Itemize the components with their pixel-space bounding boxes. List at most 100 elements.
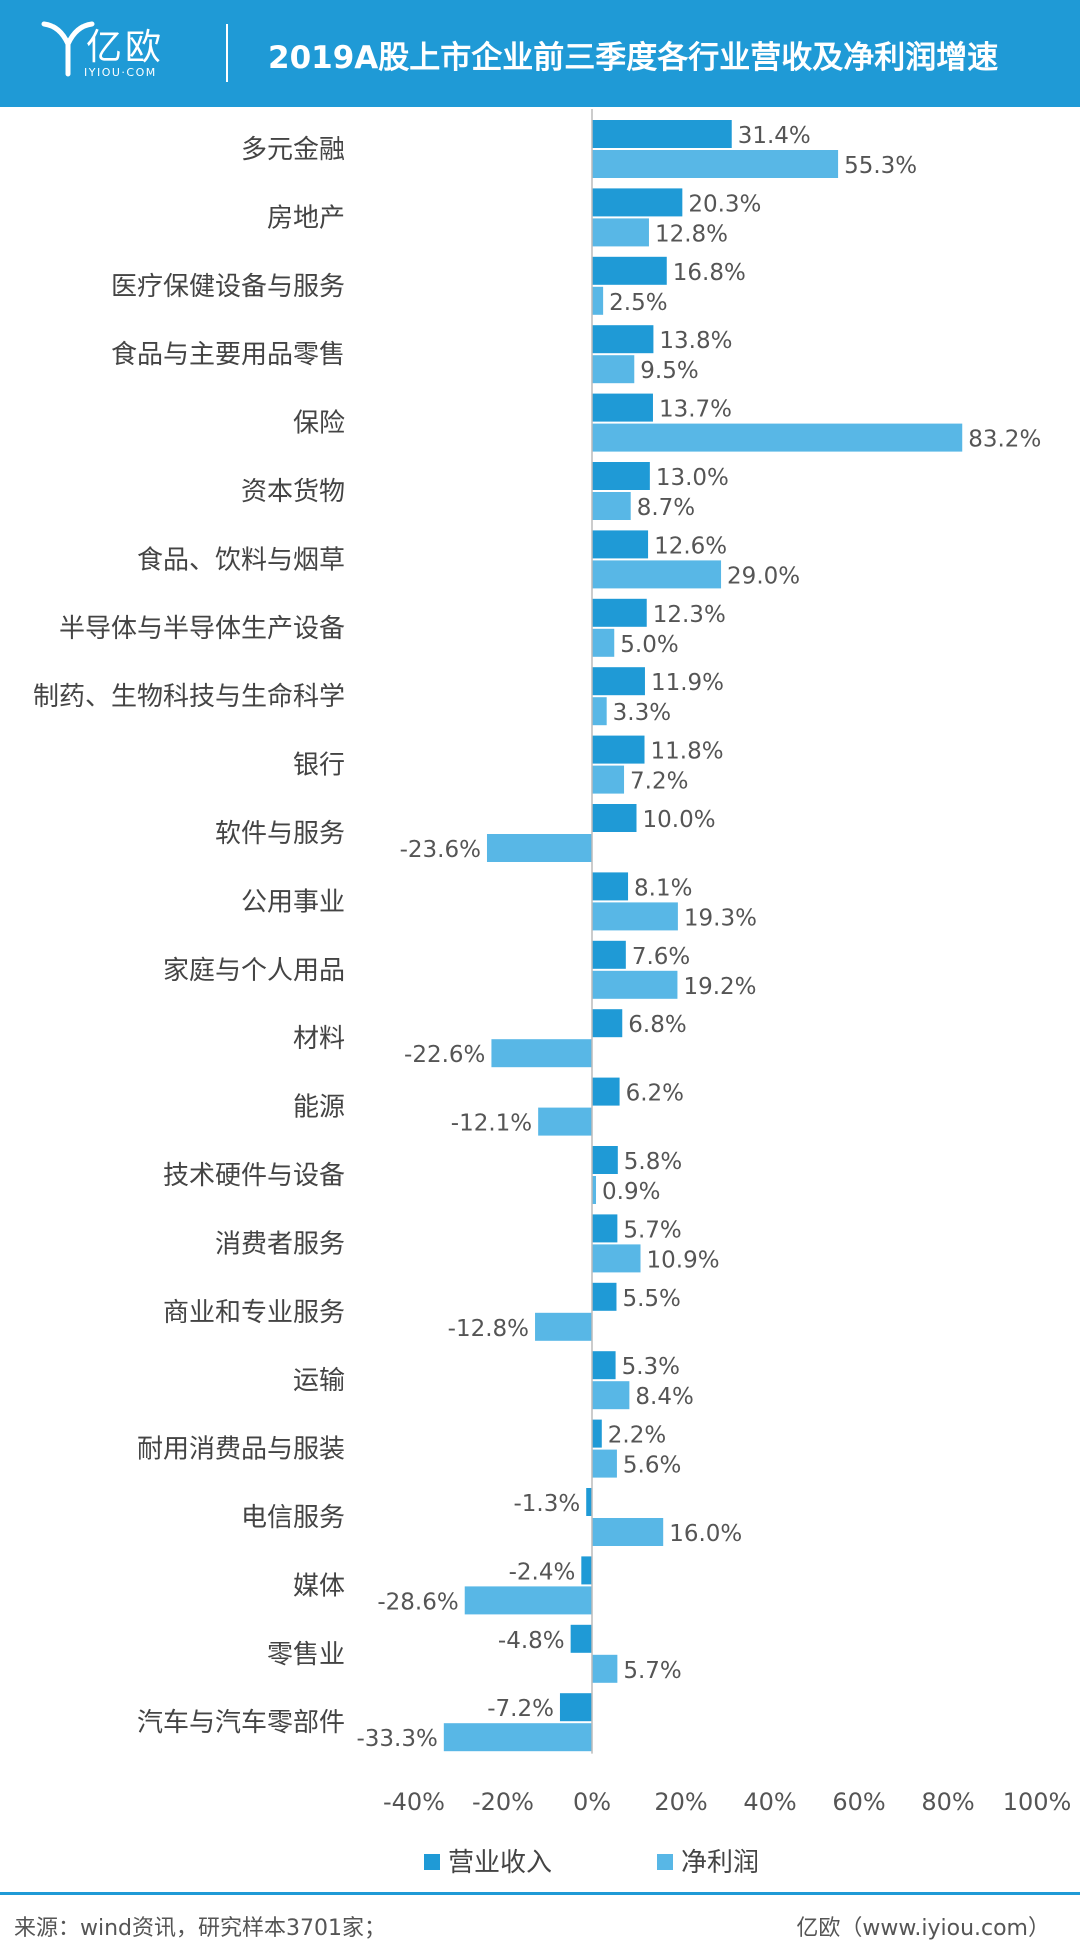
category-label: 家庭与个人用品 xyxy=(163,956,345,986)
x-tick-label: 40% xyxy=(743,1788,796,1816)
profit-bar xyxy=(592,492,631,520)
category-label: 材料 xyxy=(293,1024,345,1054)
profit-bar xyxy=(592,1381,630,1410)
value-label: 2.2% xyxy=(608,1423,666,1449)
profit-bar xyxy=(535,1312,592,1341)
value-label: 20.3% xyxy=(688,191,761,217)
revenue-bar xyxy=(592,804,637,832)
value-label: 2.5% xyxy=(609,290,667,316)
category-label: 食品与主要用品零售 xyxy=(111,340,345,370)
revenue-bar xyxy=(592,1419,602,1448)
profit-bar xyxy=(464,1586,592,1615)
revenue-bar xyxy=(592,667,645,696)
category-label: 技术硬件与设备 xyxy=(163,1161,345,1191)
profit-bar xyxy=(491,1039,592,1068)
category-label: 消费者服务 xyxy=(215,1229,345,1259)
value-label: -23.6% xyxy=(400,837,481,863)
value-label: 31.4% xyxy=(738,123,811,149)
category-label: 媒体 xyxy=(293,1571,345,1601)
revenue-bar xyxy=(592,188,683,217)
revenue-bar xyxy=(586,1488,592,1516)
profit-bar xyxy=(592,560,722,589)
revenue-bar xyxy=(592,1214,618,1243)
value-label: 19.3% xyxy=(684,905,757,931)
category-label: 半导体与半导体生产设备 xyxy=(59,614,345,644)
value-label: 5.6% xyxy=(623,1453,681,1479)
logo-subtext: IYIOU·COM xyxy=(84,66,157,79)
value-label: 8.1% xyxy=(634,875,692,901)
value-label: 12.3% xyxy=(653,602,726,628)
value-label: -22.6% xyxy=(404,1042,485,1068)
profit-bar xyxy=(592,1654,618,1683)
revenue-bar xyxy=(592,256,667,285)
profit-bar xyxy=(592,150,839,178)
footer-divider xyxy=(0,1892,1080,1895)
x-tick-label: 80% xyxy=(921,1788,974,1816)
category-label: 运输 xyxy=(293,1366,345,1396)
category-label: 资本货物 xyxy=(241,477,345,507)
revenue-bar xyxy=(592,1282,617,1311)
profit-bar xyxy=(538,1107,592,1136)
value-label: 16.8% xyxy=(673,260,746,286)
legend-revenue-swatch xyxy=(424,1854,440,1870)
value-label: 5.7% xyxy=(623,1217,681,1243)
value-label: 19.2% xyxy=(683,974,756,1000)
value-label: 5.7% xyxy=(623,1658,681,1684)
x-tick-label: -40% xyxy=(383,1788,445,1816)
value-label: 7.2% xyxy=(630,769,688,795)
category-label: 房地产 xyxy=(267,203,345,233)
revenue-bar xyxy=(592,1077,620,1106)
x-tick-label: 0% xyxy=(573,1788,611,1816)
category-label: 商业和专业服务 xyxy=(163,1298,345,1328)
profit-bar xyxy=(592,1449,617,1478)
profit-bar xyxy=(443,1723,592,1752)
value-label: 5.0% xyxy=(620,632,678,658)
value-label: -12.8% xyxy=(448,1316,529,1342)
category-label: 制药、生物科技与生命科学 xyxy=(33,682,345,712)
value-label: 11.8% xyxy=(651,739,724,765)
category-label: 能源 xyxy=(293,1093,345,1123)
value-label: 13.7% xyxy=(659,397,732,423)
brand-credit: 亿欧（www.iyiou.com） xyxy=(796,1916,1050,1941)
revenue-bar xyxy=(592,462,650,490)
profit-bar xyxy=(592,697,607,726)
category-label: 医疗保健设备与服务 xyxy=(111,272,345,302)
value-label: 3.3% xyxy=(613,700,671,726)
value-label: 6.2% xyxy=(626,1081,684,1107)
profit-bar xyxy=(486,834,592,862)
profit-bar xyxy=(592,218,649,247)
x-tick-label: -20% xyxy=(472,1788,534,1816)
profit-bar xyxy=(592,286,604,315)
profit-bar xyxy=(592,765,625,794)
x-tick-label: 100% xyxy=(1003,1788,1072,1816)
value-label: 83.2% xyxy=(968,427,1041,453)
profit-bar xyxy=(592,1244,641,1273)
legend-label: 营业收入 xyxy=(448,1848,552,1878)
category-label: 电信服务 xyxy=(241,1503,345,1533)
revenue-bar xyxy=(592,872,629,901)
revenue-bar xyxy=(581,1556,592,1585)
revenue-bar xyxy=(570,1624,592,1653)
value-label: 5.3% xyxy=(622,1354,680,1380)
value-label: -7.2% xyxy=(487,1696,554,1722)
revenue-bar xyxy=(592,325,654,354)
value-label: 9.5% xyxy=(640,358,698,384)
source-note: 来源：wind资讯，研究样本3701家； xyxy=(14,1916,387,1941)
legend-label: 净利润 xyxy=(681,1848,759,1878)
profit-bar xyxy=(592,902,678,931)
bar-chart: 多元金融 31.4% 55.3% 房地产 20.3% 12.8% 医疗保健设备与服务 16.8… xyxy=(33,109,1072,1878)
revenue-bar xyxy=(592,598,647,627)
category-label: 零售业 xyxy=(267,1640,345,1670)
revenue-bar xyxy=(592,1009,623,1038)
header-divider xyxy=(226,24,228,82)
revenue-bar xyxy=(592,735,645,764)
value-label: 6.8% xyxy=(628,1012,686,1038)
value-label: 10.9% xyxy=(647,1247,720,1273)
category-label: 保险 xyxy=(293,409,345,439)
revenue-bar xyxy=(592,120,732,148)
value-label: 13.8% xyxy=(659,328,732,354)
logo-text: 亿欧 xyxy=(86,27,165,68)
value-label: 5.8% xyxy=(624,1149,682,1175)
value-label: 11.9% xyxy=(651,670,724,696)
category-label: 软件与服务 xyxy=(215,819,345,849)
